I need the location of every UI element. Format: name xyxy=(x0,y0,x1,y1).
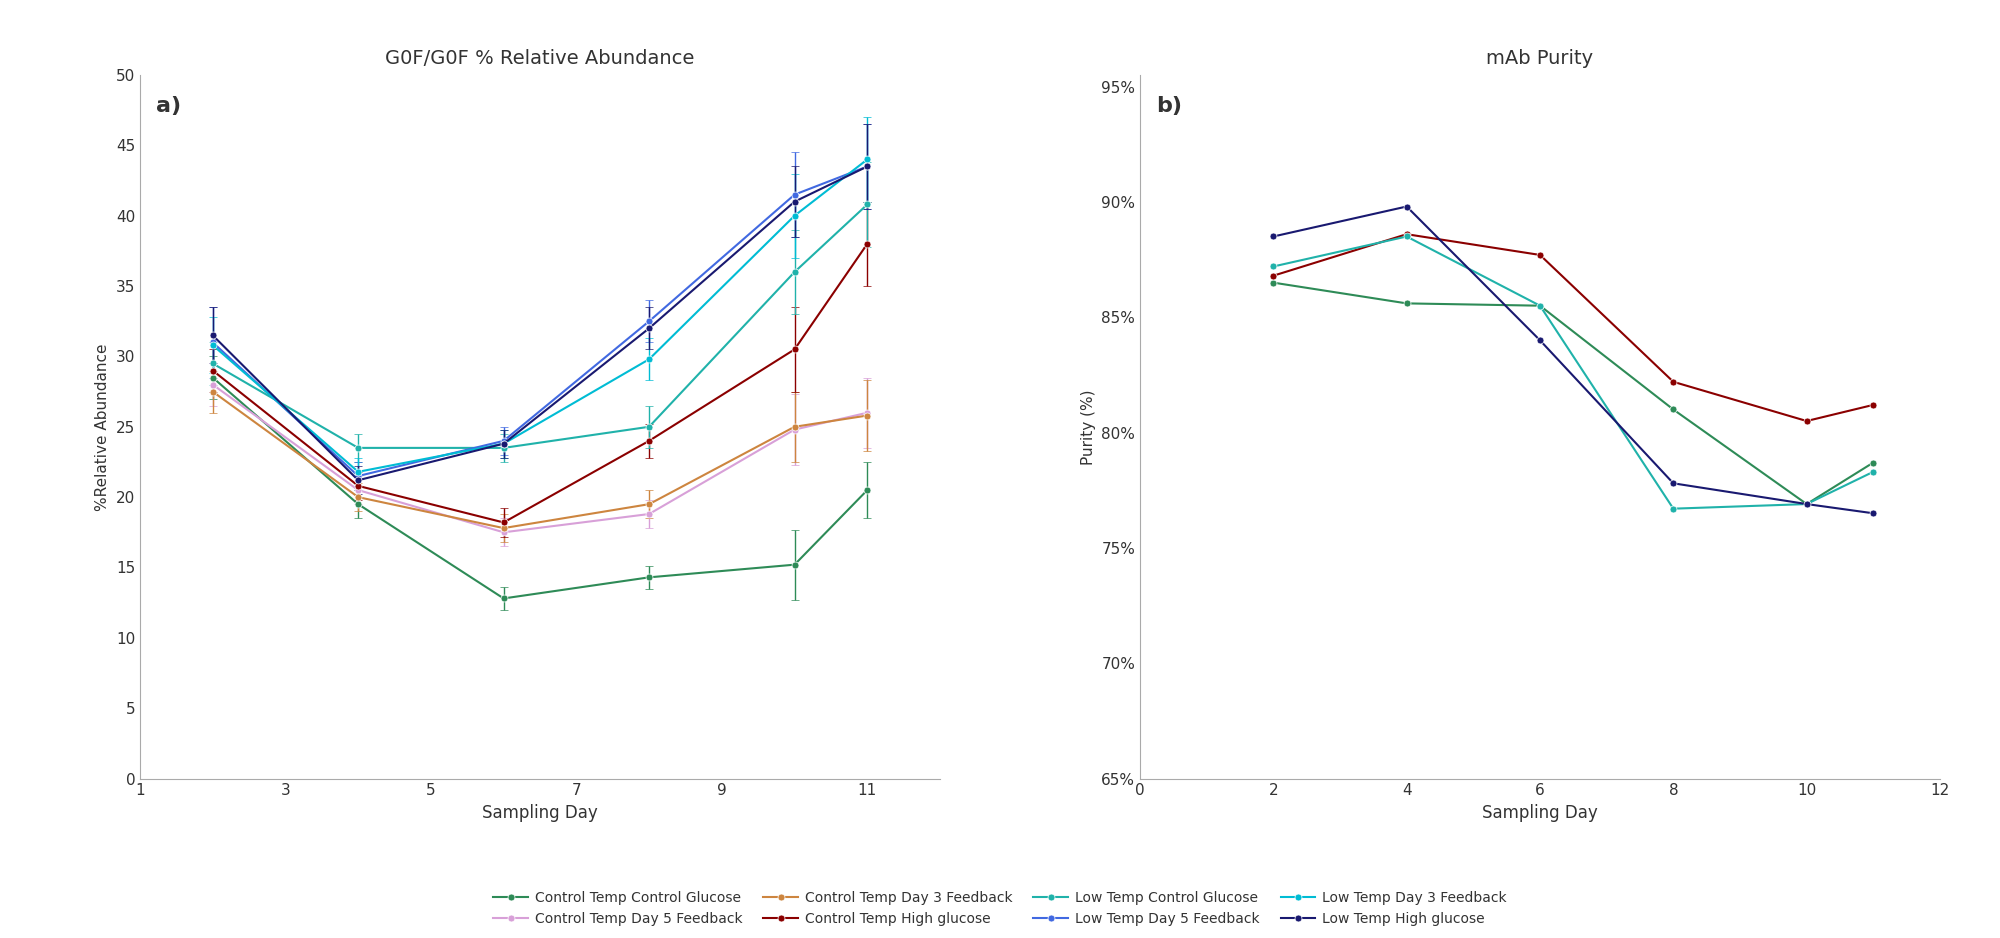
Legend: Control Temp Control Glucose, Control Temp Day 5 Feedback, Control Temp Day 3 Fe: Control Temp Control Glucose, Control Te… xyxy=(488,885,1512,931)
Y-axis label: Purity (%): Purity (%) xyxy=(1080,389,1096,464)
Text: b): b) xyxy=(1156,97,1182,116)
Title: G0F/G0F % Relative Abundance: G0F/G0F % Relative Abundance xyxy=(386,49,694,68)
X-axis label: Sampling Day: Sampling Day xyxy=(482,804,598,822)
Text: a): a) xyxy=(156,97,182,116)
Title: mAb Purity: mAb Purity xyxy=(1486,49,1594,68)
X-axis label: Sampling Day: Sampling Day xyxy=(1482,804,1598,822)
Y-axis label: %Relative Abundance: %Relative Abundance xyxy=(96,343,110,510)
